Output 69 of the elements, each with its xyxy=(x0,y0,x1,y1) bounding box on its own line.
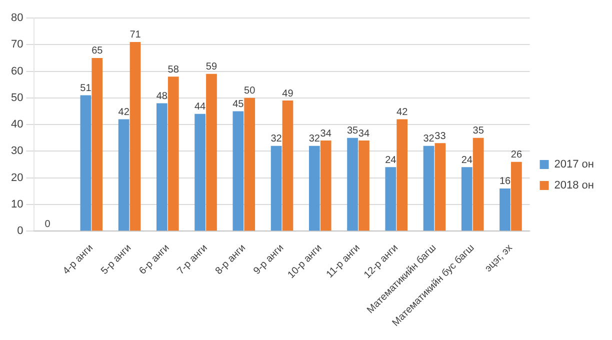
bar xyxy=(194,114,206,231)
bar xyxy=(232,111,244,231)
y-tick-label: 80 xyxy=(10,12,24,24)
bar xyxy=(347,138,358,231)
x-tick-label: 7-р анги xyxy=(175,242,210,277)
x-tick-label: 4-р анги xyxy=(61,242,96,277)
x-tick-label: 10-р анги xyxy=(286,242,324,281)
y-tick-label: 60 xyxy=(10,65,24,78)
data-label: 42 xyxy=(118,106,130,118)
data-label: 33 xyxy=(434,130,446,142)
bar xyxy=(92,58,103,231)
bar xyxy=(385,167,396,231)
x-tick-label: 11-р анги xyxy=(324,242,362,280)
bar xyxy=(282,100,294,231)
data-label: 51 xyxy=(80,82,92,94)
data-label: 34 xyxy=(320,128,332,140)
data-label: 71 xyxy=(130,30,142,41)
data-label: 50 xyxy=(244,86,256,97)
x-tick-label: 6-р анги xyxy=(137,242,172,277)
data-label: 58 xyxy=(168,64,180,76)
bar xyxy=(320,140,332,231)
x-tick-label: 5-р анги xyxy=(99,242,134,277)
x-tick-label: эцэг, эх xyxy=(483,242,515,274)
data-label: 35 xyxy=(472,126,484,137)
data-label: 34 xyxy=(358,128,370,140)
legend-label: 2018 он xyxy=(554,180,594,192)
data-label: 0 xyxy=(44,218,51,230)
bar xyxy=(461,167,472,231)
bar xyxy=(168,76,179,231)
bar xyxy=(156,103,168,231)
bar xyxy=(434,143,446,231)
data-label: 32 xyxy=(308,134,320,145)
data-label: 48 xyxy=(156,90,168,102)
bar xyxy=(358,140,370,231)
data-label: 59 xyxy=(206,62,218,73)
y-tick-label: 0 xyxy=(17,225,24,238)
y-tick-label: 20 xyxy=(10,172,24,184)
bar xyxy=(500,188,510,231)
bar xyxy=(423,146,434,231)
legend-label: 2017 он xyxy=(554,158,594,171)
x-tick-label: 8-р анги xyxy=(214,242,248,277)
data-label: 65 xyxy=(92,46,104,57)
bar xyxy=(206,74,217,231)
data-label: 44 xyxy=(194,102,206,113)
bar xyxy=(130,42,141,231)
bar xyxy=(80,95,92,231)
bar xyxy=(118,119,130,231)
data-label: 16 xyxy=(499,176,512,188)
data-label: 24 xyxy=(461,154,473,166)
data-label: 35 xyxy=(346,126,359,137)
data-label: 42 xyxy=(396,106,408,118)
data-label: 45 xyxy=(232,98,244,110)
data-label: 32 xyxy=(270,134,282,145)
bar xyxy=(472,138,484,231)
bar xyxy=(511,162,522,231)
bar xyxy=(308,146,320,231)
y-tick-label: 30 xyxy=(10,145,24,158)
data-label: 26 xyxy=(510,150,522,161)
bar xyxy=(244,98,256,231)
data-label: 49 xyxy=(282,88,294,100)
data-label: 32 xyxy=(423,134,435,145)
bar xyxy=(396,119,408,231)
y-tick-label: 70 xyxy=(10,38,24,51)
x-tick-label: 9-р анги xyxy=(252,242,286,277)
data-label: 24 xyxy=(385,154,397,166)
y-tick-label: 10 xyxy=(10,198,24,210)
bar xyxy=(270,146,282,231)
y-tick-label: 40 xyxy=(10,118,24,131)
y-tick-label: 50 xyxy=(10,92,24,104)
